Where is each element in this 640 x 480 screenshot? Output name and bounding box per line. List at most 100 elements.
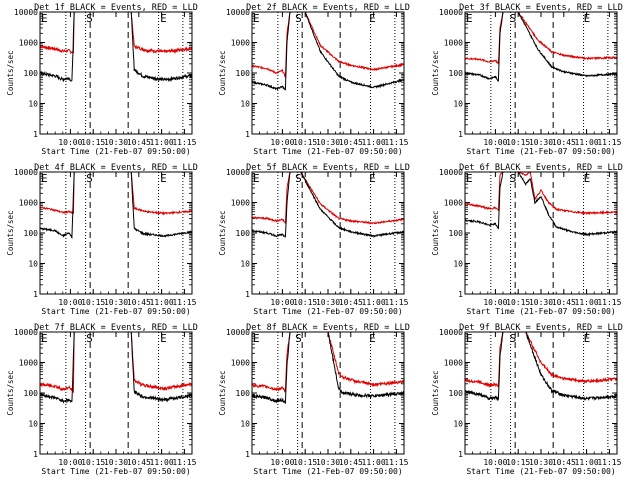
x-tick-label: 10:15 xyxy=(81,458,105,467)
x-tick-label: 10:30 xyxy=(316,138,340,147)
lld-series-line xyxy=(465,332,617,388)
events-series-line xyxy=(465,332,617,402)
x-tick-label: 11:00 xyxy=(150,298,174,307)
x-tick-label: 10:45 xyxy=(552,458,576,467)
y-tick-label: 1 xyxy=(245,130,250,139)
x-tick-label: 10:15 xyxy=(293,298,317,307)
x-tick-label: 11:00 xyxy=(150,138,174,147)
x-tick-label: 11:15 xyxy=(597,298,621,307)
x-tick-label: 10:45 xyxy=(127,458,151,467)
events-series-line xyxy=(252,332,404,404)
event-marker: S xyxy=(510,172,517,185)
panel-title: Det 6f BLACK = Events, RED = LLD xyxy=(459,163,623,173)
y-axis-label: Counts/sec xyxy=(218,210,227,255)
y-tick-label: 100 xyxy=(449,389,464,398)
event-marker: E xyxy=(253,332,260,345)
y-tick-label: 10 xyxy=(28,100,38,109)
event-marker: S xyxy=(295,172,302,185)
y-axis-label: Counts/sec xyxy=(431,50,440,95)
y-tick-label: 10 xyxy=(28,420,38,429)
y-tick-label: 1 xyxy=(33,290,38,299)
x-axis-label: Start Time (21-Feb-07 09:50:00) xyxy=(253,467,402,476)
panel-5: Det 5f BLACK = Events, RED = LLD 1 10 100 10… xyxy=(218,163,410,316)
x-tick-label: 11:15 xyxy=(384,458,408,467)
x-tick-label: 10:00 xyxy=(270,138,294,147)
x-tick-label: 10:30 xyxy=(104,138,128,147)
y-tick-label: 1 xyxy=(245,450,250,459)
y-tick-label: 1 xyxy=(245,290,250,299)
events-series-line xyxy=(465,172,617,237)
y-tick-label: 10 xyxy=(453,100,463,109)
panel-4: Det 4f BLACK = Events, RED = LLD 1 10 100 10… xyxy=(6,163,198,316)
y-tick-label: 1000 xyxy=(444,359,463,368)
y-tick-label: 1000 xyxy=(231,39,250,48)
y-axis-label: Counts/sec xyxy=(218,370,227,415)
lld-series-line xyxy=(252,332,404,393)
x-tick-label: 11:15 xyxy=(384,298,408,307)
x-tick-label: 10:00 xyxy=(483,298,507,307)
panel-title: Det 1f BLACK = Events, RED = LLD xyxy=(34,3,198,13)
x-tick-label: 10:00 xyxy=(270,458,294,467)
plot-frame xyxy=(464,11,618,135)
y-tick-label: 10000 xyxy=(14,168,38,177)
x-tick-label: 10:00 xyxy=(483,138,507,147)
event-marker: S xyxy=(86,12,93,25)
x-tick-label: 10:45 xyxy=(552,298,576,307)
x-tick-label: 11:15 xyxy=(172,138,196,147)
event-marker: E xyxy=(584,12,591,25)
y-tick-label: 10 xyxy=(453,260,463,269)
x-axis-label: Start Time (21-Feb-07 09:50:00) xyxy=(466,307,615,316)
y-tick-label: 10000 xyxy=(439,328,463,337)
event-marker: E xyxy=(160,332,167,345)
x-axis-label: Start Time (21-Feb-07 09:50:00) xyxy=(253,147,402,156)
x-tick-label: 10:15 xyxy=(293,458,317,467)
event-marker: S xyxy=(510,12,517,25)
x-tick-label: 10:15 xyxy=(293,138,317,147)
x-tick-label: 10:45 xyxy=(127,298,151,307)
x-tick-label: 10:45 xyxy=(552,138,576,147)
event-marker: E xyxy=(584,172,591,185)
x-tick-label: 10:15 xyxy=(506,298,530,307)
events-series-line xyxy=(40,12,192,83)
x-tick-label: 10:00 xyxy=(483,458,507,467)
panel-2: Det 2f BLACK = Events, RED = LLD 1 10 100 10… xyxy=(218,3,410,156)
lld-series-line xyxy=(465,12,617,65)
x-tick-label: 10:15 xyxy=(81,138,105,147)
y-axis-label: Counts/sec xyxy=(6,50,15,95)
events-series-line xyxy=(40,332,192,404)
event-marker: E xyxy=(369,172,376,185)
panel-1: Det 1f BLACK = Events, RED = LLD 1 10 100 10… xyxy=(6,3,198,156)
x-axis-label: Start Time (21-Feb-07 09:50:00) xyxy=(253,307,402,316)
x-tick-label: 10:00 xyxy=(58,298,82,307)
y-tick-label: 10000 xyxy=(226,168,250,177)
y-tick-label: 10 xyxy=(240,100,250,109)
events-series-line xyxy=(465,12,617,82)
x-tick-label: 11:00 xyxy=(150,458,174,467)
y-tick-label: 10000 xyxy=(226,8,250,17)
x-tick-label: 11:00 xyxy=(362,298,386,307)
y-tick-label: 1000 xyxy=(231,199,250,208)
x-tick-label: 10:30 xyxy=(104,298,128,307)
y-axis-label: Counts/sec xyxy=(6,370,15,415)
event-marker: E xyxy=(253,172,260,185)
event-marker: E xyxy=(466,332,473,345)
x-axis-label: Start Time (21-Feb-07 09:50:00) xyxy=(466,467,615,476)
panel-title: Det 5f BLACK = Events, RED = LLD xyxy=(246,163,410,173)
x-tick-label: 10:45 xyxy=(339,298,363,307)
plot-frame xyxy=(39,11,193,135)
y-tick-label: 1000 xyxy=(231,359,250,368)
x-tick-label: 11:15 xyxy=(172,458,196,467)
y-tick-label: 100 xyxy=(236,389,251,398)
x-tick-label: 10:30 xyxy=(104,458,128,467)
y-tick-label: 1 xyxy=(458,290,463,299)
y-tick-label: 10 xyxy=(28,260,38,269)
event-marker: E xyxy=(41,12,48,25)
y-tick-label: 1 xyxy=(458,130,463,139)
y-tick-label: 10 xyxy=(453,420,463,429)
panel-title: Det 7f BLACK = Events, RED = LLD xyxy=(34,323,198,333)
panel-title: Det 9f BLACK = Events, RED = LLD xyxy=(459,323,623,333)
plot-frame xyxy=(464,331,618,455)
y-tick-label: 10 xyxy=(240,420,250,429)
event-marker: E xyxy=(41,172,48,185)
